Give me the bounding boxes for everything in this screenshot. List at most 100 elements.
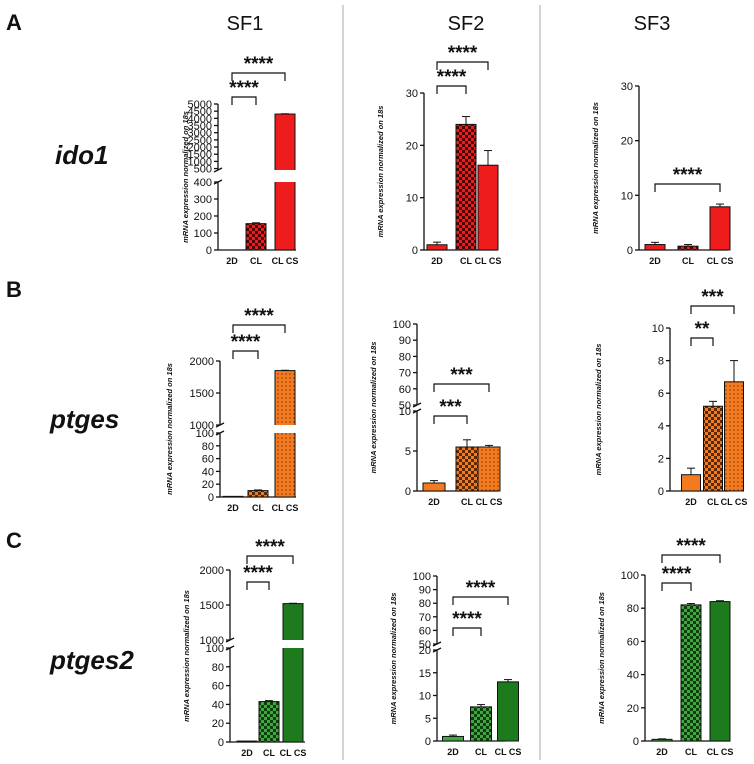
bar-2d — [681, 474, 701, 492]
y-tick-label: 4 — [658, 421, 664, 433]
bar-cl-cs — [282, 603, 304, 743]
significance-label: **** — [676, 536, 706, 557]
y-axis-label: mRNA expression normalized on 18s — [181, 111, 190, 243]
significance-bracket — [661, 582, 692, 591]
significance-label: **** — [229, 78, 259, 99]
panel-letter-c: C — [6, 528, 22, 553]
x-tick-label: CL — [707, 497, 719, 507]
y-axis-label: mRNA expression normalized on 18s — [594, 344, 603, 476]
significance-bracket — [231, 96, 257, 105]
bar-2d — [651, 738, 673, 742]
y-tick-label: 60 — [399, 384, 411, 396]
y-tick-label: 20 — [621, 136, 633, 148]
significance-bracket — [231, 72, 286, 81]
bar-cl-cs — [274, 370, 296, 498]
y-tick-label: 1000 — [190, 420, 214, 432]
significance-label: **** — [662, 564, 692, 585]
y-tick-label: 100 — [194, 228, 212, 240]
y-tick-label: 10 — [406, 193, 418, 205]
y-tick-label: 5 — [425, 713, 431, 725]
significance-label: *** — [450, 365, 473, 386]
y-tick-label: 70 — [419, 612, 431, 624]
chart-ptges-sf3: 0 2 4 6 8 10 mRNA expression normalized on 18s… — [594, 287, 747, 507]
y-tick-label: 10 — [621, 190, 633, 202]
y-tick-label: 80 — [399, 351, 411, 363]
significance-bracket — [246, 581, 270, 590]
y-tick-label: 90 — [399, 335, 411, 347]
bar-cl-cs — [724, 381, 744, 492]
bar-cl — [470, 706, 492, 742]
column-header-sf3: SF3 — [634, 13, 671, 35]
y-tick-label: 50 — [399, 400, 411, 412]
chart-ido1-sf2: 0 10 20 30 mRNA expression normalized on 18s… — [376, 43, 501, 266]
y-tick-label: 80 — [212, 662, 224, 674]
y-tick-label: 15 — [419, 668, 431, 680]
significance-bracket — [433, 383, 490, 392]
y-tick-label: 3000 — [188, 128, 212, 140]
y-tick-label: 2500 — [188, 135, 212, 147]
bar-cl — [455, 123, 477, 251]
x-tick-label: 2D — [656, 747, 668, 757]
panel-letter-a: A — [6, 10, 22, 35]
y-tick-label: 40 — [212, 699, 224, 711]
y-axis-label: mRNA expression normalized on 18s — [591, 102, 600, 234]
y-tick-label: 1500 — [200, 600, 224, 612]
y-tick-label: 1000 — [200, 635, 224, 647]
bar-cl — [703, 405, 723, 492]
significance-bracket — [690, 337, 714, 346]
bar-break-gap — [274, 170, 296, 182]
y-axis-label: mRNA expression normalized on 18s — [389, 593, 398, 725]
y-tick-label: 80 — [202, 441, 214, 453]
y-tick-label: 90 — [419, 585, 431, 597]
bar-2d — [236, 740, 258, 743]
column-header-sf2: SF2 — [448, 13, 485, 35]
gene-label-ptges: ptges — [49, 404, 119, 434]
x-tick-label: CL CS — [707, 256, 734, 266]
chart-ido1-sf1: 0 100 200 300 400500100015002000250030003500… — [181, 54, 298, 266]
significance-label: **** — [255, 537, 285, 558]
x-tick-label: CL CS — [475, 256, 502, 266]
y-tick-label: 1500 — [190, 388, 214, 400]
bar-2d — [422, 482, 446, 492]
significance-bracket — [232, 350, 259, 359]
y-tick-label: 5 — [405, 446, 411, 458]
y-tick-label: 40 — [202, 466, 214, 478]
y-tick-label: 100 — [621, 570, 639, 582]
x-tick-label: 2D — [431, 256, 443, 266]
bar-break-gap — [282, 640, 304, 648]
y-axis-label: mRNA expression normalized on 18s — [165, 363, 174, 495]
y-tick-label: 1000 — [188, 156, 212, 168]
significance-bracket — [452, 627, 482, 636]
x-tick-label: CL — [475, 747, 487, 757]
significance-bracket — [232, 324, 286, 333]
significance-label: **** — [244, 306, 274, 327]
y-tick-label: 0 — [412, 245, 418, 257]
x-tick-label: CL CS — [495, 747, 522, 757]
significance-label: **** — [243, 563, 273, 584]
significance-bracket — [433, 415, 468, 424]
bar-2d — [442, 735, 464, 742]
significance-bracket — [246, 555, 294, 564]
significance-label: **** — [231, 332, 261, 353]
x-tick-label: CL — [460, 256, 472, 266]
y-tick-label: 0 — [633, 736, 639, 748]
y-tick-label: 20 — [406, 140, 418, 152]
y-tick-label: 60 — [202, 454, 214, 466]
significance-label: *** — [439, 397, 462, 418]
bar-cl — [258, 701, 280, 743]
y-tick-label: 80 — [627, 603, 639, 615]
y-axis-label: mRNA expression normalized on 18s — [597, 592, 606, 724]
y-tick-label: 2000 — [190, 356, 214, 368]
y-axis-label: mRNA expression normalized on 18s — [182, 590, 191, 722]
x-tick-label: 2D — [241, 748, 253, 758]
y-tick-label: 400 — [194, 177, 212, 189]
y-tick-label: 60 — [212, 681, 224, 693]
y-tick-label: 20 — [212, 718, 224, 730]
significance-bracket — [690, 305, 735, 314]
panel-letter-b: B — [6, 277, 22, 302]
y-tick-label: 100 — [196, 428, 214, 440]
column-header-sf1: SF1 — [227, 13, 264, 35]
y-tick-label: 80 — [419, 598, 431, 610]
y-tick-label: 0 — [218, 737, 224, 749]
